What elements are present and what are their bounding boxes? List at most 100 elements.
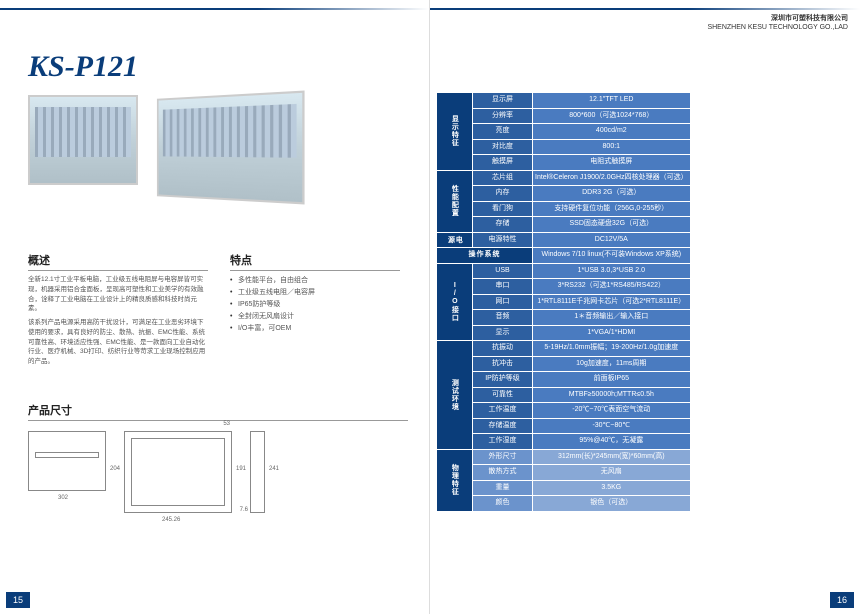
table-row: 亮度400cd/m2 [437,124,691,140]
spec-value: 1*USB 3.0,3*USB 2.0 [533,263,691,279]
spec-label: IP防护等级 [473,372,533,388]
spec-value: Intel®Celeron J1900/2.0GHz四核处理器（可选） [533,170,691,186]
photo-angle [157,91,305,205]
spec-value: -30℃~80℃ [533,418,691,434]
spec-value: MTBF≥50000h;MTTR≤0.5h [533,387,691,403]
table-row: 存储SSD固态硬盘32G（可选） [437,217,691,233]
table-row: 显示1*VGA/1*HDMI [437,325,691,341]
dim-e: 7.6 [240,507,248,513]
spec-label: 颜色 [473,496,533,512]
spec-label: 显示 [473,325,533,341]
dim-h4: 241 [269,466,279,472]
spec-label: 串口 [473,279,533,295]
spec-value: 1*RTL8111E千兆网卡芯片（可选2*RTL8111E） [533,294,691,310]
spec-label: 亮度 [473,124,533,140]
dim-side-view [28,431,106,491]
table-row: 串口3*RS232（可选1*RS485/RS422） [437,279,691,295]
table-row: 物理特征外形尺寸312mm(长)*245mm(宽)*60mm(高) [437,449,691,465]
spec-value: 95%@40℃，无凝露 [533,434,691,450]
overview-para2: 该系列产品电源采用高防干扰设计，可满足在工业恶劣环境下使用的要求，具有良好的防尘… [28,318,208,367]
spec-label: 重量 [473,480,533,496]
spec-label: 音频 [473,310,533,326]
spec-category: 操作系统 [437,248,533,264]
spec-value: -20℃~70℃表面空气流动 [533,403,691,419]
spec-value: 800*600（可选1024*768） [533,108,691,124]
page-number-left: 15 [6,592,30,608]
table-row: 分辨率800*600（可选1024*768） [437,108,691,124]
table-row: 抗冲击10g加速度，11ms周期 [437,356,691,372]
page-number-right: 16 [830,592,854,608]
spec-label: 显示屏 [473,93,533,109]
dim-h3: 191 [236,466,246,472]
dim-h2: 204 [110,466,120,472]
spec-label: 触摸屏 [473,155,533,171]
spec-value: 1＊音频输出／输入接口 [533,310,691,326]
spec-category: 电源 [437,232,473,248]
feature-item: I/O丰富，可OEM [230,323,400,335]
spec-label: 存储温度 [473,418,533,434]
features-heading: 特点 [230,252,400,271]
table-row: 散热方式无风扇 [437,465,691,481]
table-row: 可靠性MTBF≥50000h;MTTR≤0.5h [437,387,691,403]
spec-value: 1*VGA/1*HDMI [533,325,691,341]
spec-label: 电源特性 [473,232,533,248]
spec-value: SSD固态硬盘32G（可选） [533,217,691,233]
dimensions-heading: 产品尺寸 [28,402,408,421]
feature-item: 工业级五线电阻／电容屏 [230,287,400,299]
dim-edge-view [250,431,265,513]
table-row: I/O接口USB1*USB 3.0,3*USB 2.0 [437,263,691,279]
spec-label: 外形尺寸 [473,449,533,465]
table-row: 重量3.5KG [437,480,691,496]
table-row: 工作湿度95%@40℃，无凝露 [437,434,691,450]
overview-para1: 全新12.1寸工业平板电脑，工业级五线电阻屏与电容屏皆可实现，机器采用铝合金面板… [28,275,208,314]
product-title: KS-P121 [28,50,138,84]
spec-label: 抗振动 [473,341,533,357]
table-row: 内存DDR3 2G（可选） [437,186,691,202]
spec-label: 对比度 [473,139,533,155]
dimensions-drawing: 302 245.26 204 191 53 7.6 241 [28,431,408,513]
table-row: IP防护等级前面板IP65 [437,372,691,388]
spec-label: USB [473,263,533,279]
spec-label: 可靠性 [473,387,533,403]
product-photos [28,95,300,200]
spec-label: 网口 [473,294,533,310]
spec-value: 10g加速度，11ms周期 [533,356,691,372]
overview-heading: 概述 [28,252,208,271]
table-row: 性能配置芯片组Intel®Celeron J1900/2.0GHz四核处理器（可… [437,170,691,186]
feature-item: IP65防护等级 [230,299,400,311]
company-block: 深圳市可塑科技有限公司 SHENZHEN KESU TECHNOLOGY GO.… [707,14,848,32]
spec-category: 显示特征 [437,93,473,171]
dim-d: 53 [223,421,230,427]
spec-value: 无风扇 [533,465,691,481]
table-row: 电源电源特性DC12V/5A [437,232,691,248]
spec-value: DC12V/5A [533,232,691,248]
spec-value: 312mm(长)*245mm(宽)*60mm(高) [533,449,691,465]
table-row: 看门狗支持硬件复位功能（256G,0-255秒） [437,201,691,217]
photo-front [28,95,138,185]
spec-value: 12.1″TFT LED [533,93,691,109]
spec-value: DDR3 2G（可选） [533,186,691,202]
spec-label: 工作温度 [473,403,533,419]
spec-category: 测试环境 [437,341,473,450]
spec-label: 看门狗 [473,201,533,217]
page-left: KS-P121 概述 全新12.1寸工业平板电脑，工业级五线电阻屏与电容屏皆可实… [0,0,430,614]
top-rule [0,8,429,10]
table-row: 工作温度-20℃~70℃表面空气流动 [437,403,691,419]
spec-label: 分辨率 [473,108,533,124]
brochure-spread: KS-P121 概述 全新12.1寸工业平板电脑，工业级五线电阻屏与电容屏皆可实… [0,0,860,614]
spec-value: 3*RS232（可选1*RS485/RS422） [533,279,691,295]
spec-label: 内存 [473,186,533,202]
spec-label: 工作湿度 [473,434,533,450]
spec-table: 显示特征显示屏12.1″TFT LED分辨率800*600（可选1024*768… [436,92,691,512]
table-row: 网口1*RTL8111E千兆网卡芯片（可选2*RTL8111E） [437,294,691,310]
table-row: 颜色银色（可选） [437,496,691,512]
spec-value: 800:1 [533,139,691,155]
spec-category: 性能配置 [437,170,473,232]
spec-label: 芯片组 [473,170,533,186]
table-row: 对比度800:1 [437,139,691,155]
table-row: 存储温度-30℃~80℃ [437,418,691,434]
spec-value: 5-19Hz/1.0mm振幅；19-200Hz/1.0g加速度 [533,341,691,357]
features-list: 多性能平台，自由组合 工业级五线电阻／电容屏 IP65防护等级 全封闭无风扇设计… [230,275,400,334]
spec-value: 支持硬件复位功能（256G,0-255秒） [533,201,691,217]
table-row: 操作系统Windows 7/10 linux(不可装Windows XP系统) [437,248,691,264]
